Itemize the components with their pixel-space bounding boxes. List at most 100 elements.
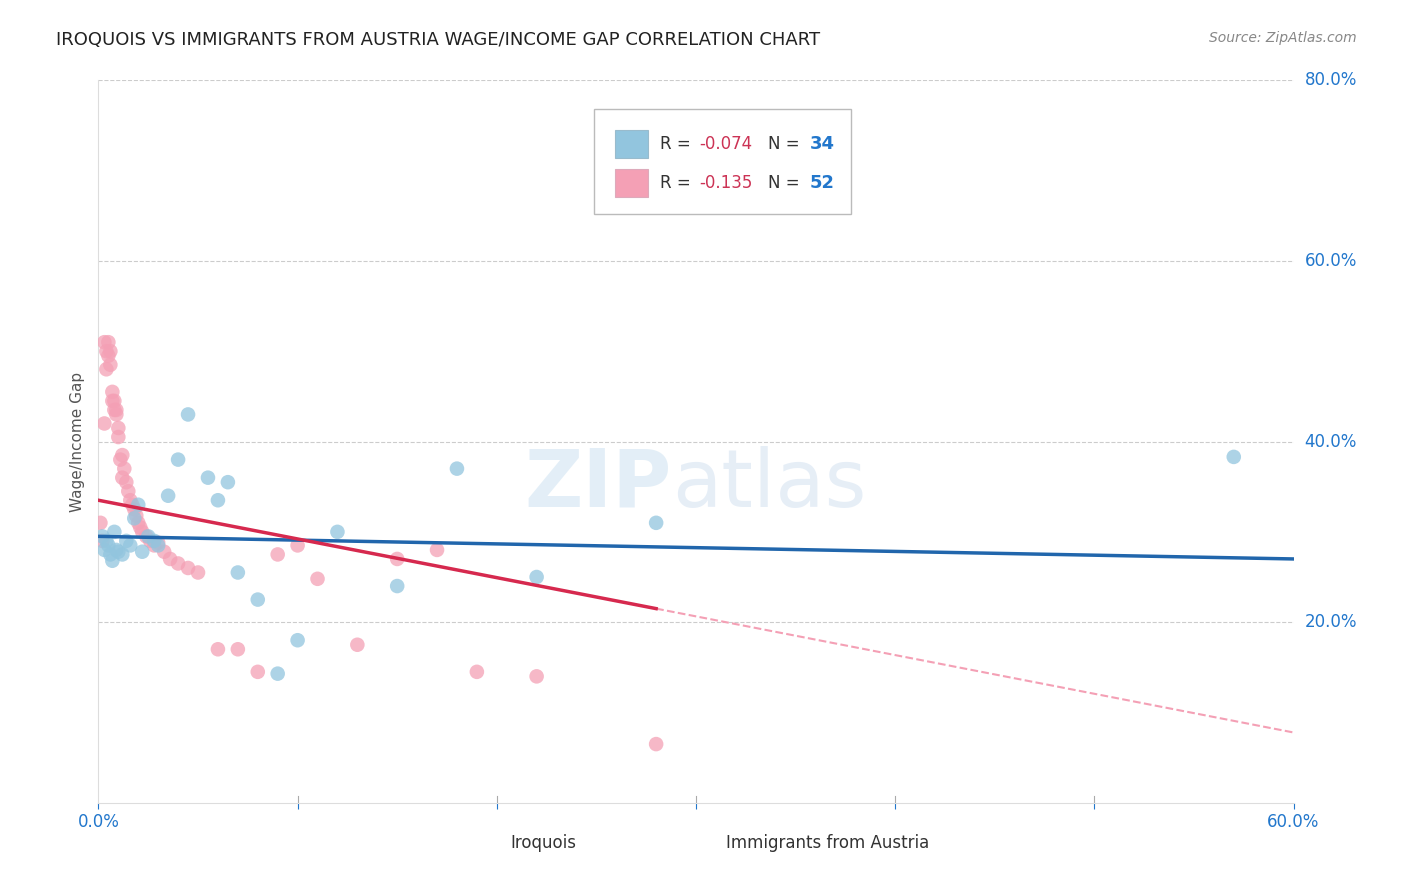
Point bbox=[246, 665, 269, 679]
Point bbox=[89, 516, 111, 530]
Point bbox=[103, 393, 125, 408]
Point bbox=[96, 362, 118, 376]
Point bbox=[385, 579, 409, 593]
Point bbox=[120, 538, 142, 552]
Point bbox=[101, 393, 124, 408]
Point bbox=[131, 524, 153, 539]
Text: Immigrants from Austria: Immigrants from Austria bbox=[725, 833, 929, 852]
Text: R =: R = bbox=[661, 135, 696, 153]
Point bbox=[96, 344, 118, 359]
Point bbox=[93, 417, 115, 431]
Point bbox=[91, 533, 114, 548]
Text: 60.0%: 60.0% bbox=[1305, 252, 1357, 270]
Point bbox=[125, 508, 148, 523]
Point bbox=[287, 633, 309, 648]
Text: Iroquois: Iroquois bbox=[510, 833, 576, 852]
Text: -0.135: -0.135 bbox=[700, 174, 754, 192]
Point bbox=[127, 516, 149, 530]
Point bbox=[101, 554, 124, 568]
Point bbox=[124, 511, 146, 525]
FancyBboxPatch shape bbox=[614, 169, 648, 197]
Point bbox=[135, 529, 157, 543]
Point bbox=[226, 642, 249, 657]
Point bbox=[97, 538, 120, 552]
Text: 52: 52 bbox=[810, 174, 835, 192]
Point bbox=[267, 666, 290, 681]
Point bbox=[326, 524, 349, 539]
Point bbox=[217, 475, 239, 490]
Point bbox=[111, 548, 134, 562]
FancyBboxPatch shape bbox=[685, 830, 717, 855]
Point bbox=[385, 552, 409, 566]
Text: 40.0%: 40.0% bbox=[1305, 433, 1357, 450]
Text: 80.0%: 80.0% bbox=[1305, 71, 1357, 89]
Text: N =: N = bbox=[768, 174, 804, 192]
Text: R =: R = bbox=[661, 174, 696, 192]
Point bbox=[98, 344, 122, 359]
Point bbox=[307, 572, 329, 586]
Point bbox=[153, 545, 176, 559]
Point bbox=[93, 542, 115, 557]
Point bbox=[107, 545, 129, 559]
FancyBboxPatch shape bbox=[595, 109, 852, 214]
Point bbox=[159, 552, 181, 566]
Point bbox=[143, 533, 166, 548]
Point bbox=[426, 542, 449, 557]
Point bbox=[124, 502, 146, 516]
Point bbox=[129, 520, 152, 534]
Point bbox=[103, 524, 125, 539]
Text: 20.0%: 20.0% bbox=[1305, 613, 1357, 632]
Point bbox=[645, 737, 668, 751]
Text: Source: ZipAtlas.com: Source: ZipAtlas.com bbox=[1209, 31, 1357, 45]
Point bbox=[96, 533, 118, 548]
Point bbox=[97, 335, 120, 350]
Point bbox=[177, 408, 200, 422]
Y-axis label: Wage/Income Gap: Wage/Income Gap bbox=[70, 371, 86, 512]
Point bbox=[148, 535, 170, 549]
Point bbox=[526, 570, 548, 584]
Point bbox=[197, 471, 219, 485]
Point bbox=[91, 529, 114, 543]
Point bbox=[139, 533, 162, 548]
Point bbox=[105, 542, 128, 557]
Point bbox=[526, 669, 548, 683]
Point bbox=[105, 403, 128, 417]
Text: 34: 34 bbox=[810, 135, 835, 153]
Point bbox=[226, 566, 249, 580]
Point bbox=[131, 545, 153, 559]
Point bbox=[246, 592, 269, 607]
Point bbox=[101, 384, 124, 399]
Text: -0.074: -0.074 bbox=[700, 135, 752, 153]
Point bbox=[107, 430, 129, 444]
Point bbox=[120, 493, 142, 508]
Point bbox=[1223, 450, 1246, 464]
FancyBboxPatch shape bbox=[470, 830, 502, 855]
Text: N =: N = bbox=[768, 135, 804, 153]
Point bbox=[346, 638, 368, 652]
Point bbox=[93, 335, 115, 350]
Point bbox=[112, 461, 135, 475]
Point bbox=[121, 498, 143, 512]
Point bbox=[98, 548, 122, 562]
Point bbox=[127, 498, 149, 512]
Text: atlas: atlas bbox=[672, 446, 866, 524]
Point bbox=[115, 533, 138, 548]
Point bbox=[97, 349, 120, 363]
Point bbox=[148, 538, 170, 552]
Point bbox=[167, 452, 190, 467]
Point bbox=[157, 489, 180, 503]
Point bbox=[115, 475, 138, 490]
Point bbox=[136, 529, 159, 543]
Point bbox=[105, 408, 128, 422]
Point bbox=[110, 452, 132, 467]
Point bbox=[267, 548, 290, 562]
Point bbox=[207, 493, 229, 508]
Point bbox=[111, 448, 134, 462]
FancyBboxPatch shape bbox=[614, 129, 648, 159]
Point bbox=[98, 358, 122, 372]
Point bbox=[111, 471, 134, 485]
Point bbox=[143, 538, 166, 552]
Point bbox=[177, 561, 200, 575]
Point bbox=[117, 484, 139, 499]
Point bbox=[446, 461, 468, 475]
